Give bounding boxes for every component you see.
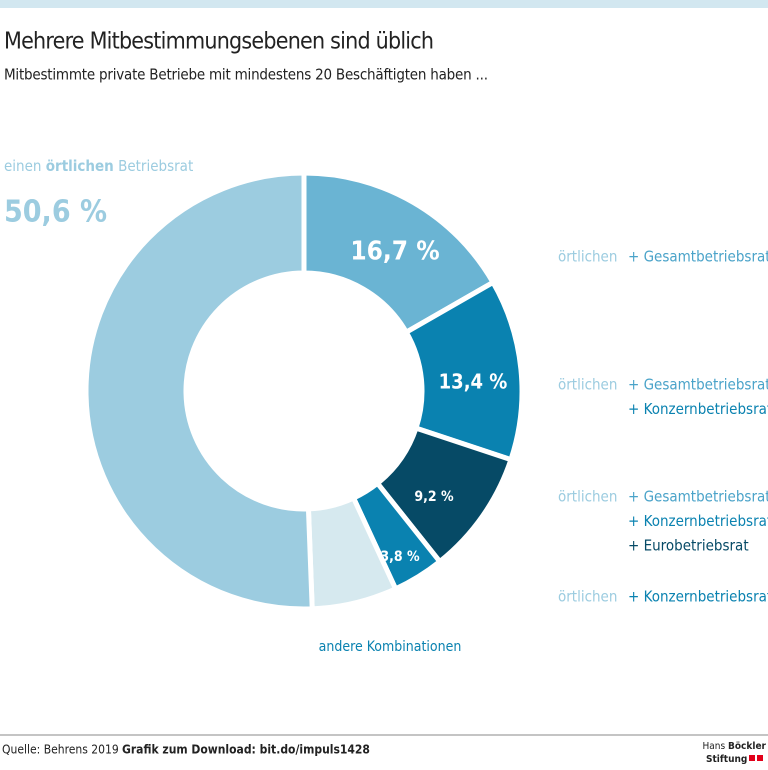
category-label: einen örtlichen Betriebsrat xyxy=(4,157,193,175)
chart-subtitle: Mitbestimmte private Betriebe mit mindes… xyxy=(4,66,488,84)
donut-slice xyxy=(83,170,315,612)
category-label-part: örtlichen xyxy=(46,157,114,175)
category-label: + Konzernbetriebsrat xyxy=(628,588,768,606)
category-label: örtlichen xyxy=(558,488,617,506)
category-label: örtlichen xyxy=(558,248,617,266)
value-label: 16,7 % xyxy=(350,237,439,267)
logo-word: Hans xyxy=(702,741,725,752)
value-label: 50,6 % xyxy=(4,195,107,230)
logo-mark xyxy=(749,755,755,761)
category-label: örtlichen xyxy=(558,588,617,606)
top-band xyxy=(0,0,768,8)
logo: Hans Böckler xyxy=(702,741,766,752)
category-label: + Gesamtbetriebsrat xyxy=(628,376,768,394)
category-label: + Eurobetriebsrat xyxy=(628,537,749,555)
category-label: + Konzernbetriebsrat xyxy=(628,400,768,418)
donut-slice xyxy=(301,170,497,336)
chart-title: Mehrere Mitbestimmungsebenen sind üblich xyxy=(4,29,434,55)
logo-mark xyxy=(757,755,763,761)
category-label: örtlichen xyxy=(558,376,617,394)
logo-word: Stiftung xyxy=(706,754,747,765)
category-label: + Gesamtbetriebsrat xyxy=(628,488,768,506)
category-label: + Gesamtbetriebsrat xyxy=(628,248,768,266)
category-label-part: einen xyxy=(4,157,41,175)
category-label: andere Kombinationen xyxy=(319,639,462,655)
footer-download: Grafik zum Download: bit.do/impuls1428 xyxy=(122,743,370,757)
logo-word: Böckler xyxy=(728,741,767,752)
value-label: 9,2 % xyxy=(414,489,454,505)
category-label-part: Betriebsrat xyxy=(118,157,193,175)
footer-source: Quelle: Behrens 2019 xyxy=(2,743,119,757)
value-label: 13,4 % xyxy=(439,370,508,394)
category-label: + Konzernbetriebsrat xyxy=(628,512,768,530)
value-label: 3,8 % xyxy=(380,549,420,565)
